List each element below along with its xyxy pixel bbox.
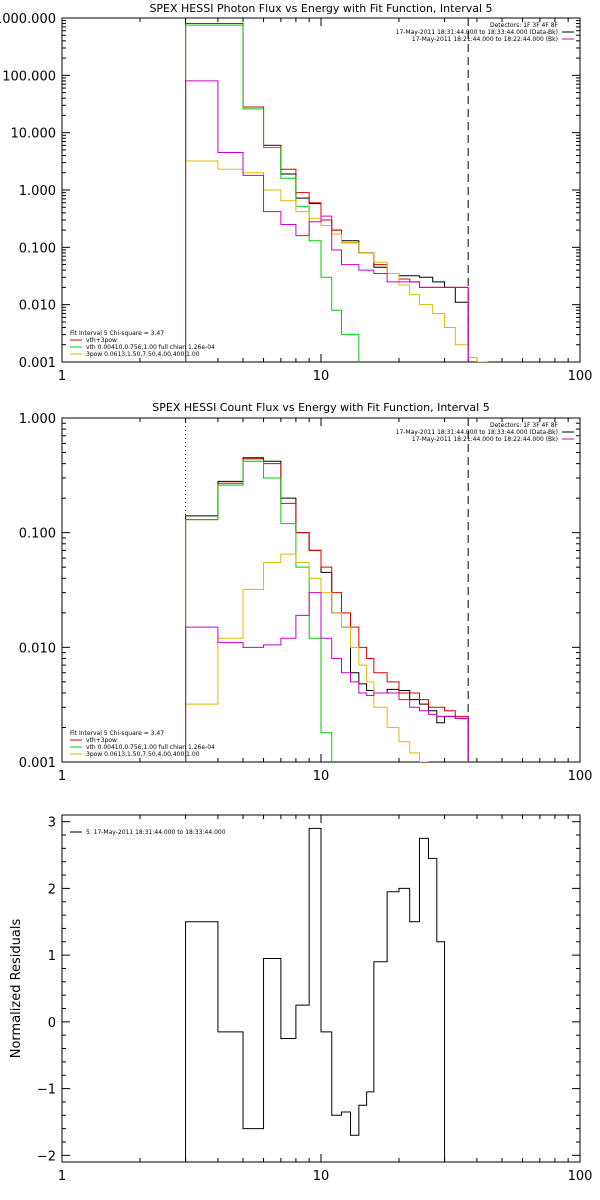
y-tick-label: −2 (37, 1149, 56, 1164)
legend-top-right-line: Detectors: 1F 3F 4F 8F (490, 22, 559, 29)
residuals-panel: 1 10 100 −2 −1 0 1 2 3 Normalized Residuals 5. 17-… (9, 814, 593, 1184)
plot-frame (61, 17, 581, 363)
y-axis-label: Normalized Residuals (9, 919, 24, 1059)
legend-top-right-line: 17-May-2011 18:21:44.000 to 18:22:44.000… (412, 436, 558, 443)
y-tick-label: 0.010 (19, 299, 56, 314)
series-line-0 (185, 457, 469, 762)
series-line-3 (185, 553, 429, 762)
chart-title: SPEX HESSI Photon Flux vs Energy with Fi… (149, 2, 492, 15)
series-line-2 (185, 24, 375, 362)
legend-top-right-line: 17-May-2011 18:31:44.000 to 18:33:44.000… (396, 29, 558, 36)
x-tick-label: 1 (58, 369, 66, 384)
x-tick-label: 1 (58, 1169, 66, 1184)
y-tick-label: 0 (48, 1016, 56, 1031)
y-tick-label: 0.001 (19, 756, 56, 771)
count-flux-panel: SPEX HESSI Count Flux vs Energy with Fit… (19, 401, 593, 784)
y-tick-label: 1 (48, 949, 56, 964)
series-line-4 (185, 80, 469, 362)
series-line-1 (185, 23, 469, 362)
photon-flux-panel: SPEX HESSI Photon Flux vs Energy with Fi… (0, 2, 592, 384)
legend-bottom-left-line: 3pow 0.0613,1.50,7.50,4.00,400,1.00 (86, 351, 200, 358)
legend-top-right-line: 17-May-2011 18:21:44.000 to 18:22:44.000… (412, 36, 558, 43)
series-line-0 (185, 827, 446, 1162)
x-tick-label: 10 (313, 1169, 330, 1184)
legend-bottom-left-line: Fit Interval 5 Chi-square = 3.47 (70, 730, 164, 737)
x-tick-label: 100 (568, 769, 593, 784)
y-tick-label: 0.010 (19, 641, 56, 656)
series-line-3 (185, 160, 488, 362)
legend-bottom-left-line: vth 0.00410,0.756,1.00 full chian 1.26e-… (86, 744, 215, 751)
x-tick-label: 100 (568, 1169, 593, 1184)
x-tick-label: 1 (58, 769, 66, 784)
x-tick-label: 10 (313, 769, 330, 784)
legend-top-right-line: 17-May-2011 18:31:44.000 to 18:33:44.000… (396, 429, 558, 436)
y-tick-label: 0.001 (19, 356, 56, 371)
y-tick-label: 2 (48, 882, 56, 897)
x-tick-label: 10 (313, 369, 330, 384)
series-line-1 (185, 458, 469, 762)
y-tick-label: 0.100 (19, 241, 56, 256)
legend-top-left-line: 5. 17-May-2011 18:31:44.000 to 18:33:44.… (86, 829, 226, 836)
legend-bottom-left-line: vth+3pow (86, 337, 117, 344)
x-tick-label: 100 (568, 369, 593, 384)
y-tick-label: −1 (37, 1083, 56, 1098)
legend-bottom-left-line: vth+3pow (86, 737, 117, 744)
y-tick-label: 100.000 (2, 69, 56, 84)
y-tick-label: 1.000 (19, 184, 56, 199)
legend-top-right-line: Detectors: 1F 3F 4F 8F (490, 422, 559, 429)
chart-title: SPEX HESSI Count Flux vs Energy with Fit… (152, 401, 489, 414)
legend-bottom-left-line: vth 0.00410,0.756,1.00 full chian 1.26e-… (86, 344, 215, 351)
y-tick-label: 1.000 (19, 412, 56, 427)
y-tick-label: 1000.000 (0, 12, 56, 27)
legend-bottom-left-line: Fit Interval 5 Chi-square = 3.47 (70, 330, 164, 337)
legend-bottom-left-line: 3pow 0.0613,1.50,7.50,4.00,400,1.00 (86, 751, 200, 758)
y-tick-label: 3 (48, 816, 56, 831)
y-tick-label: 0.100 (19, 527, 56, 542)
series-line-4 (185, 592, 469, 762)
series-line-0 (185, 23, 469, 362)
y-tick-label: 10.000 (11, 127, 57, 142)
series-line-2 (185, 460, 343, 762)
